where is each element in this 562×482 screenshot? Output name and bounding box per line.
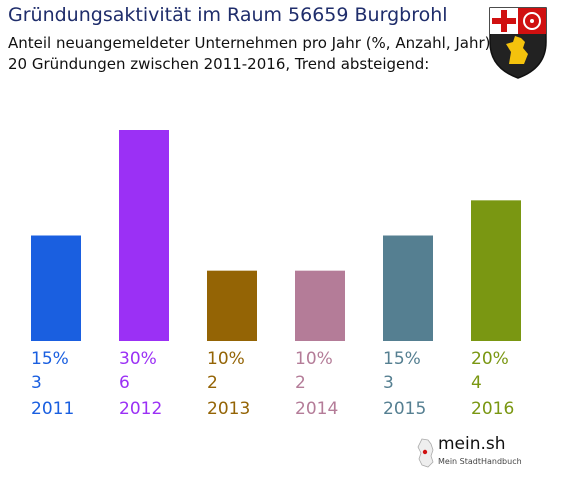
year-label-2016: 2016: [471, 399, 514, 419]
bar-2012: [119, 130, 169, 341]
bar-2015: [383, 235, 433, 341]
brand-logo: mein.sh Mein StadtHandbuch: [414, 432, 526, 472]
brand-tagline: Mein StadtHandbuch: [438, 457, 522, 466]
year-label-2013: 2013: [207, 399, 250, 419]
count-label-2012: 6: [119, 373, 130, 393]
chart-title: Gründungsaktivität im Raum 56659 Burgbro…: [8, 4, 448, 26]
count-label-2014: 2: [295, 373, 306, 393]
year-label-2014: 2014: [295, 399, 338, 419]
percent-label-2014: 10%: [295, 349, 333, 369]
percent-label-2013: 10%: [207, 349, 245, 369]
bar-2011: [31, 235, 81, 341]
percent-label-2011: 15%: [31, 349, 69, 369]
year-label-2012: 2012: [119, 399, 162, 419]
coat-of-arms-icon: [489, 7, 547, 79]
count-label-2015: 3: [383, 373, 394, 393]
percent-label-2016: 20%: [471, 349, 509, 369]
germany-map-icon: [417, 438, 434, 468]
count-label-2013: 2: [207, 373, 218, 393]
bar-2013: [207, 270, 257, 341]
year-label-2011: 2011: [31, 399, 74, 419]
bar-2014: [295, 270, 345, 341]
brand-name: mein.sh: [438, 434, 506, 454]
chart-summary: 20 Gründungen zwischen 2011-2016, Trend …: [8, 55, 430, 73]
count-label-2016: 4: [471, 373, 482, 393]
count-label-2011: 3: [31, 373, 42, 393]
year-label-2015: 2015: [383, 399, 426, 419]
percent-label-2012: 30%: [119, 349, 157, 369]
chart-subtitle: Anteil neuangemeldeter Unternehmen pro J…: [8, 34, 491, 52]
bar-2016: [471, 200, 521, 341]
percent-label-2015: 15%: [383, 349, 421, 369]
